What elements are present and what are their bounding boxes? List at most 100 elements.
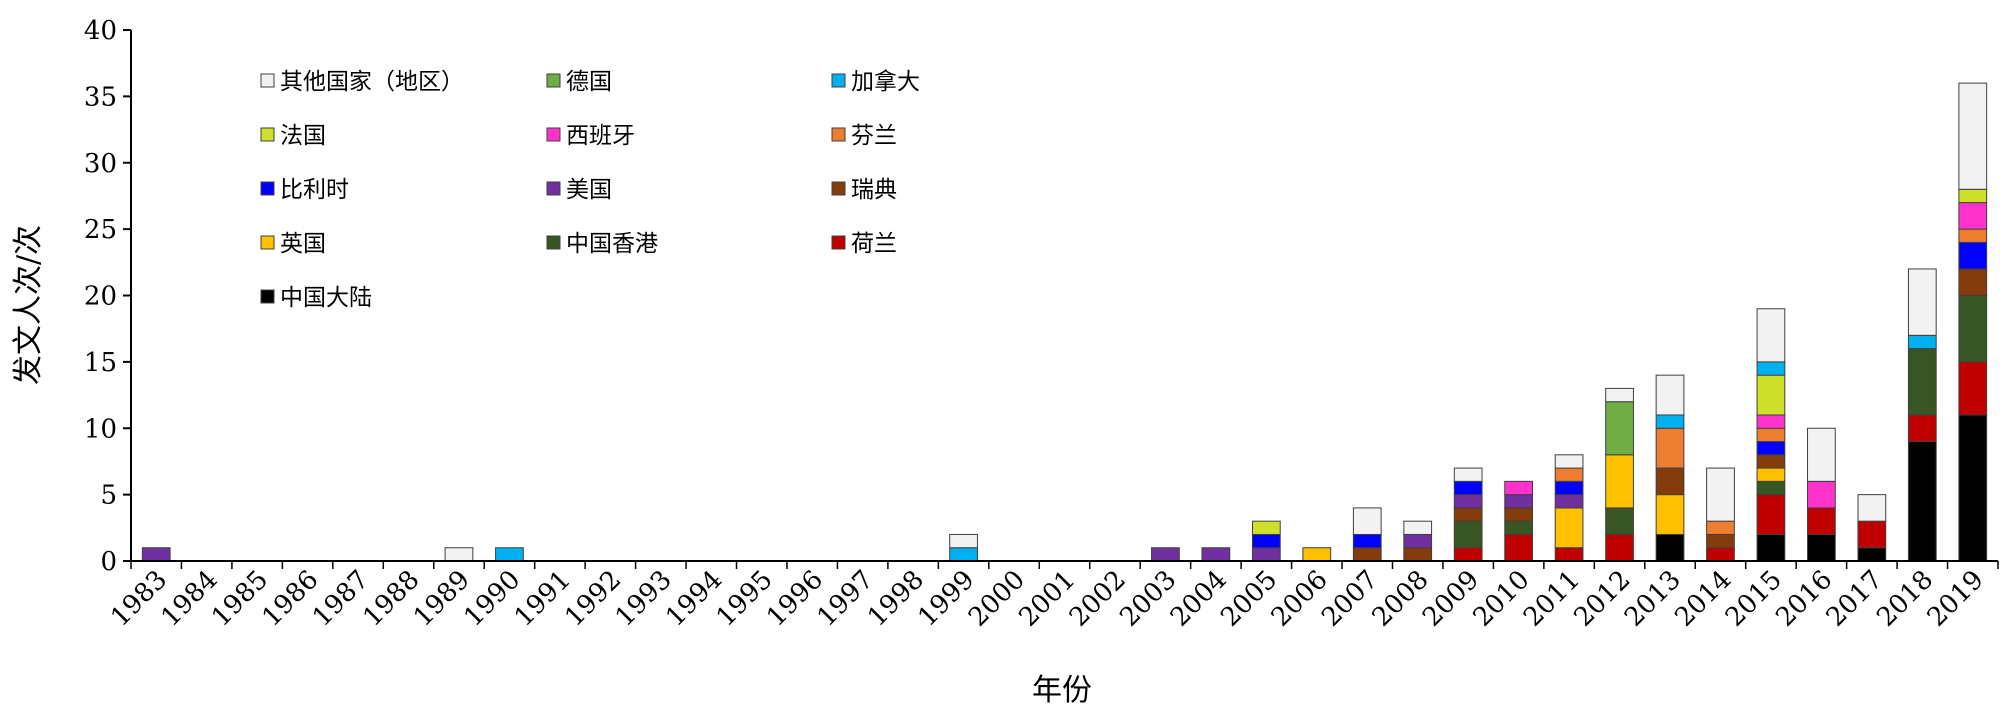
bar-segment bbox=[1655, 467, 1685, 496]
legend-label: 瑞典 bbox=[851, 177, 897, 203]
y-tick-label: 40 bbox=[84, 16, 117, 46]
x-tick-label: 2010 bbox=[1468, 565, 1536, 633]
x-tick-label: 2005 bbox=[1215, 565, 1283, 633]
bar-segment bbox=[1504, 533, 1534, 562]
bar-segment bbox=[1504, 507, 1534, 522]
bar-segment bbox=[1756, 361, 1786, 376]
x-tick-label: 1993 bbox=[610, 565, 678, 633]
bar-segment bbox=[1453, 520, 1483, 549]
bar-segment bbox=[1352, 507, 1382, 535]
x-tick-label: 2017 bbox=[1821, 565, 1889, 633]
bar-segment bbox=[1958, 228, 1988, 243]
x-tick-label: 1986 bbox=[257, 565, 325, 633]
y-tick-label: 0 bbox=[100, 547, 117, 577]
bar-segment bbox=[1655, 533, 1685, 562]
bar-segment bbox=[1504, 494, 1534, 509]
bar-segment bbox=[1605, 507, 1634, 535]
y-tick-label: 10 bbox=[84, 414, 117, 444]
legend-swatch bbox=[260, 289, 275, 304]
bar-segment bbox=[1756, 441, 1786, 456]
bar-segment bbox=[1907, 334, 1937, 350]
bar-segment bbox=[1958, 361, 1988, 416]
bar-segment bbox=[1857, 520, 1887, 549]
bar-segment bbox=[1958, 202, 1988, 230]
bar-segment bbox=[1554, 467, 1584, 482]
bar-segment bbox=[949, 547, 978, 562]
bar-segment bbox=[1554, 547, 1584, 562]
bar-segment bbox=[1655, 414, 1685, 429]
bar-segment bbox=[1251, 533, 1281, 549]
legend-swatch bbox=[831, 235, 846, 250]
bar-segment bbox=[1756, 308, 1786, 363]
bar-segment bbox=[1504, 480, 1534, 496]
bar-segment bbox=[1807, 533, 1836, 562]
bar-segment bbox=[1453, 507, 1483, 522]
bar-segment bbox=[1605, 401, 1634, 456]
x-tick-label: 1984 bbox=[156, 565, 224, 633]
bar-segment bbox=[1857, 547, 1887, 562]
bar-segment bbox=[1655, 374, 1685, 416]
legend-swatch bbox=[831, 73, 846, 88]
x-tick-label: 2009 bbox=[1417, 565, 1485, 633]
bar-segment bbox=[1756, 427, 1786, 443]
y-tick-label: 15 bbox=[84, 348, 117, 378]
bar-segment bbox=[1756, 533, 1786, 562]
x-tick-label: 2002 bbox=[1064, 565, 1132, 633]
bar-segment bbox=[1201, 547, 1231, 562]
x-tick-label: 2000 bbox=[963, 565, 1031, 633]
x-tick-label: 1994 bbox=[660, 565, 728, 633]
y-tick-label: 25 bbox=[84, 215, 117, 245]
bar-segment bbox=[1554, 507, 1584, 549]
legend-label: 英国 bbox=[280, 231, 326, 257]
bar-segment bbox=[949, 533, 978, 549]
x-tick-label: 2018 bbox=[1871, 565, 1939, 633]
bar-segment bbox=[1756, 374, 1786, 416]
bar-segment bbox=[1504, 520, 1534, 535]
bar-segment bbox=[1655, 427, 1685, 469]
bar-segment bbox=[1352, 533, 1382, 549]
bar-segment bbox=[1907, 414, 1937, 443]
bar-segment bbox=[1756, 414, 1786, 429]
legend-label: 中国香港 bbox=[566, 231, 658, 257]
legend-label: 中国大陆 bbox=[280, 285, 372, 311]
bars-layer bbox=[141, 82, 1988, 562]
legend-swatch bbox=[546, 235, 561, 250]
x-tick-label: 2007 bbox=[1316, 565, 1384, 633]
x-tick-label: 1992 bbox=[559, 565, 627, 633]
bar-segment bbox=[1756, 494, 1786, 535]
legend-label: 加拿大 bbox=[851, 68, 920, 95]
y-tick-label: 5 bbox=[100, 481, 117, 511]
legend-swatch bbox=[260, 127, 275, 142]
y-tick-label: 20 bbox=[84, 282, 117, 312]
bar-segment bbox=[1958, 82, 1988, 190]
legend-swatch bbox=[260, 181, 275, 196]
x-tick-label: 1990 bbox=[458, 565, 526, 633]
bar-segment bbox=[1807, 427, 1836, 482]
x-tick-label: 2001 bbox=[1013, 565, 1081, 633]
x-tick-label: 2006 bbox=[1266, 565, 1334, 633]
x-tick-label: 2016 bbox=[1770, 565, 1838, 633]
x-tick-label: 1996 bbox=[761, 565, 829, 633]
legend-swatch bbox=[546, 73, 561, 88]
bar-segment bbox=[1605, 533, 1634, 562]
bar-segment bbox=[1756, 454, 1786, 469]
legend-swatch bbox=[546, 127, 561, 142]
bar-segment bbox=[1706, 467, 1735, 522]
bar-segment bbox=[1251, 520, 1281, 535]
x-tick-label: 1985 bbox=[206, 565, 274, 633]
y-axis-label: 发文人次/次 bbox=[11, 225, 46, 385]
legend-label: 荷兰 bbox=[851, 231, 897, 257]
x-tick-label: 2012 bbox=[1568, 565, 1636, 633]
bar-segment bbox=[1756, 467, 1786, 482]
bar-segment bbox=[1907, 348, 1937, 416]
bar-segment bbox=[1958, 188, 1988, 204]
x-tick-label: 2011 bbox=[1518, 565, 1586, 633]
bar-segment bbox=[1453, 494, 1483, 509]
legend-swatch bbox=[831, 127, 846, 142]
bar-segment bbox=[1756, 480, 1786, 496]
bar-segment bbox=[1958, 268, 1988, 297]
bar-segment bbox=[1554, 454, 1584, 469]
